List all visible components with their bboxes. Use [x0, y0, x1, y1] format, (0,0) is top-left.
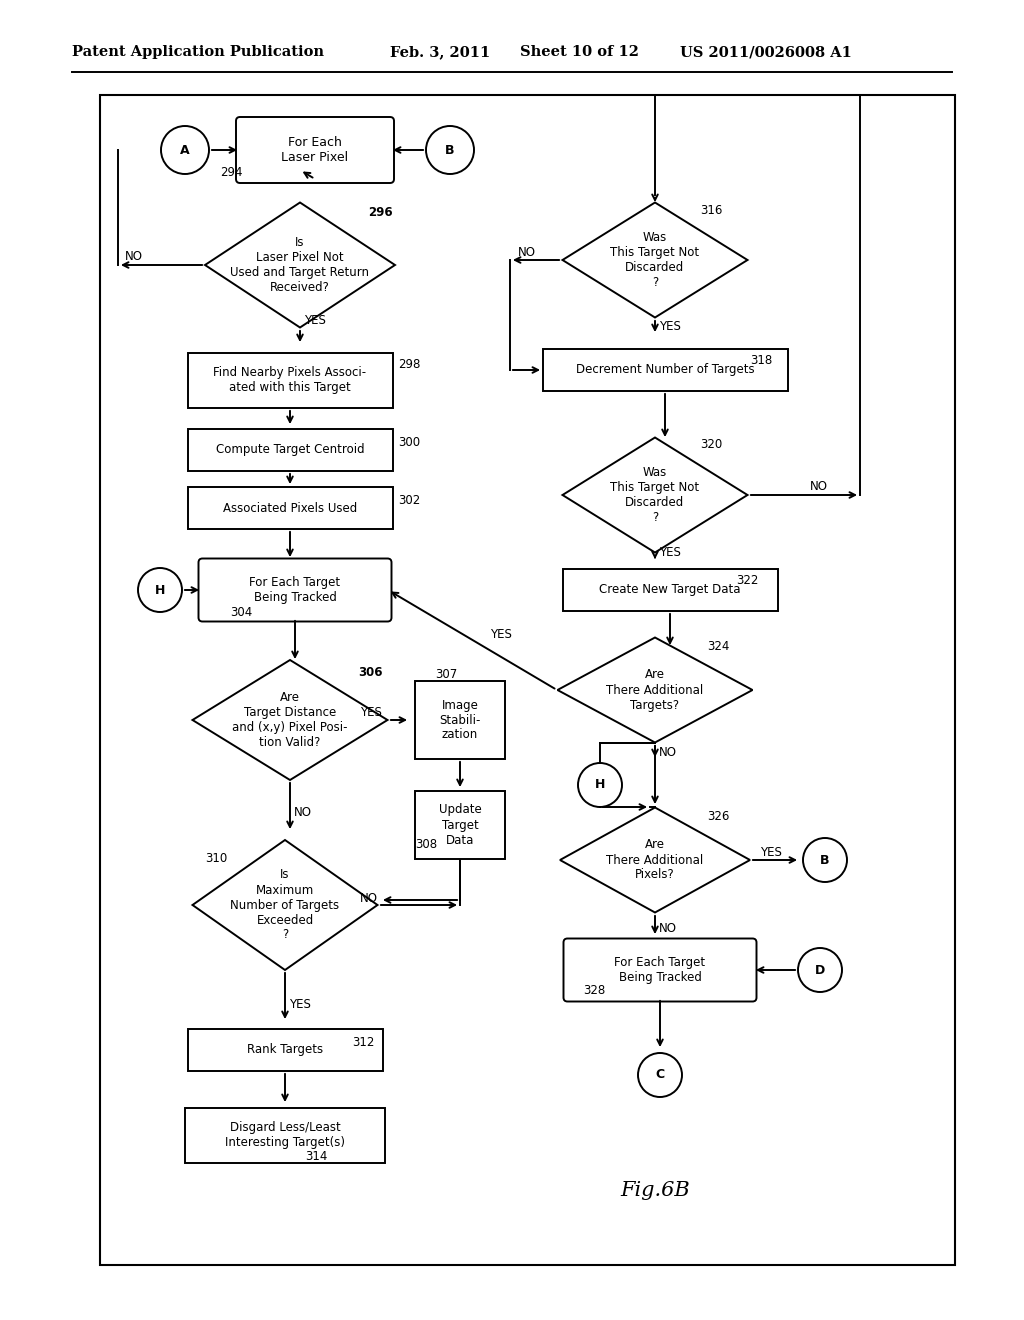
Text: Patent Application Publication: Patent Application Publication — [72, 45, 324, 59]
Text: Sheet 10 of 12: Sheet 10 of 12 — [520, 45, 639, 59]
Text: 310: 310 — [205, 851, 227, 865]
Circle shape — [161, 125, 209, 174]
Text: YES: YES — [659, 321, 681, 334]
Text: Rank Targets: Rank Targets — [247, 1044, 323, 1056]
Text: 324: 324 — [707, 640, 729, 653]
Polygon shape — [562, 437, 748, 553]
FancyBboxPatch shape — [199, 558, 391, 622]
Bar — [100, 95, 955, 1265]
Circle shape — [138, 568, 182, 612]
Text: NO: NO — [294, 805, 312, 818]
Text: B: B — [820, 854, 829, 866]
Text: Are
There Additional
Pixels?: Are There Additional Pixels? — [606, 838, 703, 882]
Text: 320: 320 — [700, 438, 722, 451]
Text: Find Nearby Pixels Associ-
ated with this Target: Find Nearby Pixels Associ- ated with thi… — [213, 366, 367, 393]
Text: US 2011/0026008 A1: US 2011/0026008 A1 — [680, 45, 852, 59]
FancyBboxPatch shape — [563, 939, 757, 1002]
Polygon shape — [193, 660, 387, 780]
Text: NO: NO — [659, 747, 677, 759]
Text: For Each Target
Being Tracked: For Each Target Being Tracked — [614, 956, 706, 983]
Text: 307: 307 — [435, 668, 458, 681]
Bar — [187, 487, 392, 529]
Bar — [187, 1030, 383, 1071]
Text: H: H — [155, 583, 165, 597]
Text: Update
Target
Data: Update Target Data — [438, 804, 481, 846]
Bar — [415, 791, 505, 859]
Text: Create New Target Data: Create New Target Data — [599, 583, 740, 597]
Text: 296: 296 — [368, 206, 392, 219]
Text: NO: NO — [659, 921, 677, 935]
Text: D: D — [815, 964, 825, 977]
Text: Image
Stabili-
zation: Image Stabili- zation — [439, 698, 480, 742]
Circle shape — [798, 948, 842, 993]
Text: Fig.6B: Fig.6B — [620, 1180, 690, 1200]
Text: C: C — [655, 1068, 665, 1081]
Bar — [415, 681, 505, 759]
Polygon shape — [560, 808, 750, 912]
Text: 328: 328 — [583, 983, 605, 997]
Polygon shape — [205, 202, 395, 327]
Text: A: A — [180, 144, 189, 157]
Text: Is
Laser Pixel Not
Used and Target Return
Received?: Is Laser Pixel Not Used and Target Retur… — [230, 236, 370, 294]
Text: 302: 302 — [398, 494, 420, 507]
Text: YES: YES — [360, 705, 382, 718]
Text: YES: YES — [304, 314, 326, 326]
Polygon shape — [193, 840, 378, 970]
Text: B: B — [445, 144, 455, 157]
Bar — [185, 1107, 385, 1163]
Polygon shape — [562, 202, 748, 318]
Circle shape — [803, 838, 847, 882]
Text: NO: NO — [360, 891, 378, 904]
Text: Decrement Number of Targets: Decrement Number of Targets — [575, 363, 755, 376]
Text: For Each Target
Being Tracked: For Each Target Being Tracked — [250, 576, 341, 605]
Polygon shape — [557, 638, 753, 742]
Text: 312: 312 — [352, 1035, 375, 1048]
Text: 306: 306 — [358, 665, 383, 678]
Bar — [562, 569, 777, 611]
Text: 308: 308 — [415, 838, 437, 851]
Text: 322: 322 — [736, 573, 759, 586]
Text: 318: 318 — [750, 354, 772, 367]
Text: Was
This Target Not
Discarded
?: Was This Target Not Discarded ? — [610, 231, 699, 289]
Text: 316: 316 — [700, 203, 722, 216]
Text: 326: 326 — [707, 810, 729, 824]
Text: YES: YES — [760, 846, 782, 858]
Bar — [543, 348, 787, 391]
Text: Are
There Additional
Targets?: Are There Additional Targets? — [606, 668, 703, 711]
Text: YES: YES — [490, 628, 512, 642]
FancyBboxPatch shape — [236, 117, 394, 183]
Text: Feb. 3, 2011: Feb. 3, 2011 — [390, 45, 490, 59]
Bar — [187, 352, 392, 408]
Text: NO: NO — [518, 246, 536, 259]
Text: For Each
Laser Pixel: For Each Laser Pixel — [282, 136, 348, 164]
Text: 314: 314 — [305, 1151, 328, 1163]
Bar — [187, 429, 392, 471]
Text: H: H — [595, 779, 605, 792]
Text: NO: NO — [125, 251, 143, 264]
Text: Are
Target Distance
and (x,y) Pixel Posi-
tion Valid?: Are Target Distance and (x,y) Pixel Posi… — [232, 690, 348, 748]
Text: 300: 300 — [398, 436, 420, 449]
Text: YES: YES — [289, 998, 311, 1011]
Circle shape — [426, 125, 474, 174]
Text: YES: YES — [659, 545, 681, 558]
Circle shape — [578, 763, 622, 807]
Text: 294: 294 — [220, 165, 243, 178]
Text: Is
Maximum
Number of Targets
Exceeded
?: Is Maximum Number of Targets Exceeded ? — [230, 869, 340, 941]
Text: Was
This Target Not
Discarded
?: Was This Target Not Discarded ? — [610, 466, 699, 524]
Text: 304: 304 — [230, 606, 252, 619]
Text: NO: NO — [810, 480, 828, 494]
Circle shape — [638, 1053, 682, 1097]
Text: Associated Pixels Used: Associated Pixels Used — [223, 502, 357, 515]
Text: Disgard Less/Least
Interesting Target(s): Disgard Less/Least Interesting Target(s) — [225, 1121, 345, 1148]
Text: Compute Target Centroid: Compute Target Centroid — [216, 444, 365, 457]
Text: 298: 298 — [398, 359, 421, 371]
